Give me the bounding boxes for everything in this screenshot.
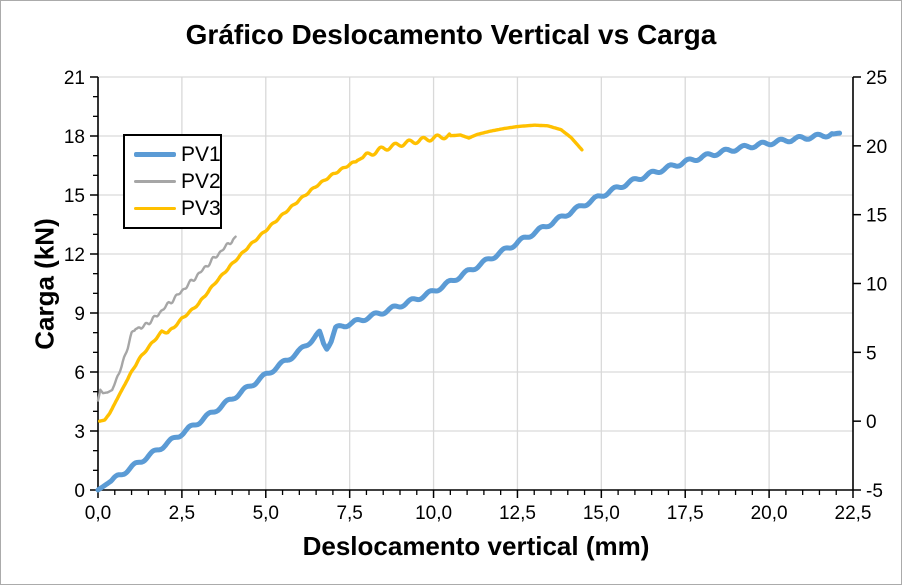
legend-item-pv3: PV3: [134, 198, 221, 219]
y-left-tick-label: 12: [64, 245, 85, 266]
x-tick-label: 15,0: [583, 503, 620, 524]
y-left-tick-label: 3: [74, 422, 85, 443]
legend-item-pv1: PV1: [134, 144, 221, 165]
legend-swatch-pv3-line: [134, 207, 176, 210]
chart-title: Gráfico Deslocamento Vertical vs Carga: [185, 19, 717, 50]
y-left-tick-label: 15: [64, 186, 85, 207]
x-axis-title: Deslocamento vertical (mm): [302, 531, 650, 561]
y-right-tick-label: 5: [866, 343, 877, 364]
y-right-tick-label: 20: [866, 137, 887, 158]
legend-label-pv2: PV2: [181, 170, 221, 193]
legend: PV1 PV2 PV3: [123, 134, 222, 229]
series-line-pv2: [96, 235, 237, 402]
y-axis-title: Carga (kN): [29, 218, 60, 350]
x-tick-label: 22,5: [835, 503, 872, 524]
y-left-tick-label: 9: [74, 304, 85, 325]
legend-swatch-pv1-line: [134, 152, 176, 157]
legend-label-pv1: PV1: [181, 143, 221, 166]
y-right-tick-label: 0: [866, 412, 877, 433]
x-tick-label: 2,5: [169, 503, 195, 524]
x-tick-label: 20,0: [751, 503, 788, 524]
x-tick-label: 10,0: [415, 503, 452, 524]
y-right-tick-label: -5: [866, 481, 883, 502]
y-left-tick-label: 6: [74, 363, 85, 384]
y-right-tick-label: 15: [866, 206, 887, 227]
series-line-pv3: [98, 123, 584, 423]
y-left-tick-label: 0: [74, 481, 85, 502]
series-line-pv1: [95, 130, 843, 493]
legend-item-pv2: PV2: [134, 171, 221, 192]
x-tick-label: 5,0: [253, 503, 279, 524]
x-tick-label: 17,5: [667, 503, 704, 524]
y-right-tick-label: 25: [866, 68, 887, 89]
x-tick-label: 7,5: [336, 503, 362, 524]
x-tick-label: 12,5: [499, 503, 536, 524]
y-right-tick-label: 10: [866, 275, 887, 296]
y-left-tick-label: 18: [64, 127, 85, 148]
legend-label-pv3: PV3: [181, 197, 221, 220]
x-tick-label: 0,0: [85, 503, 111, 524]
y-left-tick-label: 21: [64, 68, 85, 89]
legend-swatch-pv2-line: [134, 180, 176, 183]
